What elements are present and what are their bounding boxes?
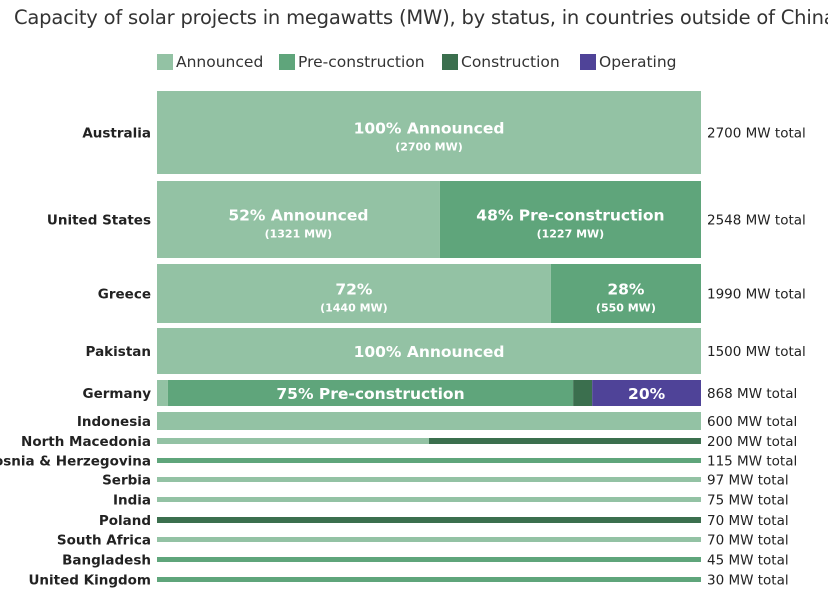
- category-label-pakistan: Pakistan: [86, 344, 151, 360]
- bar-segment-north-macedonia-construction: [429, 438, 701, 444]
- total-label-serbia: 97 MW total: [707, 473, 789, 489]
- category-label-india: India: [113, 493, 151, 509]
- segment-percent-label: 28%: [607, 281, 645, 299]
- bar-segment-indonesia-announced: [157, 412, 701, 430]
- bar-segment-india-announced: [157, 497, 701, 502]
- total-label-north-macedonia: 200 MW total: [707, 434, 797, 450]
- total-label-south-africa: 70 MW total: [707, 533, 789, 549]
- bar-segment-north-macedonia-announced: [157, 438, 429, 444]
- segment-percent-label: 48% Pre-construction: [476, 207, 664, 225]
- segment-mw-label: (1227 MW): [537, 228, 605, 241]
- segment-mw-label: (1321 MW): [265, 228, 333, 241]
- total-label-bangladesh: 45 MW total: [707, 553, 789, 569]
- category-label-north-macedonia: North Macedonia: [21, 434, 151, 450]
- category-label-poland: Poland: [99, 513, 151, 529]
- bar-segment-united-states-pre-construction: [439, 181, 701, 258]
- total-label-united-kingdom: 30 MW total: [707, 573, 789, 589]
- category-label-south-africa: South Africa: [57, 533, 151, 549]
- segment-percent-label: 100% Announced: [354, 343, 505, 361]
- bar-segment-poland-construction: [157, 517, 701, 523]
- bar-segment-bangladesh-pre-construction: [157, 557, 701, 562]
- segment-mw-label: (2700 MW): [395, 141, 463, 154]
- category-label-serbia: Serbia: [102, 473, 151, 489]
- total-label-germany: 868 MW total: [707, 386, 797, 402]
- segment-percent-label: 52% Announced: [228, 207, 368, 225]
- total-label-bosnia-and-herzegovina: 115 MW total: [707, 454, 797, 470]
- legend-swatch-pre-construction: [279, 54, 295, 70]
- bar-segment-south-africa-announced: [157, 537, 701, 542]
- bar-segment-germany-pre-construction: [167, 380, 574, 406]
- legend-swatch-announced: [157, 54, 173, 70]
- legend-label-operating: Operating: [599, 53, 677, 71]
- bar-segment-greece-pre-construction: [550, 264, 701, 323]
- bar-segment-united-kingdom-pre-construction: [157, 577, 701, 582]
- category-label-bangladesh: Bangladesh: [62, 553, 151, 569]
- category-label-united-kingdom: United Kingdom: [28, 573, 151, 589]
- bar-segment-germany-announced: [157, 380, 168, 406]
- bar-segment-germany-construction: [573, 380, 593, 406]
- category-label-greece: Greece: [98, 287, 151, 303]
- bar-segment-germany-operating: [592, 380, 701, 406]
- category-label-bosnia-and-herzegovina: Bosnia & Herzegovina: [0, 454, 151, 470]
- total-label-australia: 2700 MW total: [707, 126, 806, 142]
- segment-mw-label: (550 MW): [596, 302, 656, 315]
- bar-segment-pakistan-announced: [157, 328, 701, 374]
- total-label-indonesia: 600 MW total: [707, 414, 797, 430]
- legend-swatch-construction: [442, 54, 458, 70]
- bar-segment-serbia-announced: [157, 477, 701, 482]
- legend-label-announced: Announced: [176, 53, 264, 71]
- segment-percent-label: 72%: [335, 281, 373, 299]
- segment-percent-label: 20%: [628, 385, 666, 403]
- category-label-germany: Germany: [83, 386, 152, 402]
- total-label-greece: 1990 MW total: [707, 287, 806, 303]
- bar-segment-bosnia-and-herzegovina-pre-construction: [157, 458, 701, 463]
- legend-label-construction: Construction: [461, 53, 560, 71]
- segment-mw-label: (1440 MW): [320, 302, 388, 315]
- bar-segment-australia-announced: [157, 91, 701, 174]
- total-label-pakistan: 1500 MW total: [707, 344, 806, 360]
- segment-percent-label: 100% Announced: [354, 120, 505, 138]
- bar-segment-united-states-announced: [157, 181, 440, 258]
- total-label-india: 75 MW total: [707, 493, 789, 509]
- total-label-united-states: 2548 MW total: [707, 213, 806, 229]
- segment-percent-label: 75% Pre-construction: [276, 385, 464, 403]
- total-label-poland: 70 MW total: [707, 513, 789, 529]
- category-label-indonesia: Indonesia: [77, 414, 151, 430]
- chart-title: Capacity of solar projects in megawatts …: [14, 6, 828, 29]
- category-label-united-states: United States: [47, 213, 151, 229]
- bar-segment-greece-announced: [157, 264, 551, 323]
- legend-swatch-operating: [580, 54, 596, 70]
- category-label-australia: Australia: [82, 126, 151, 142]
- legend-label-pre-construction: Pre-construction: [298, 53, 425, 71]
